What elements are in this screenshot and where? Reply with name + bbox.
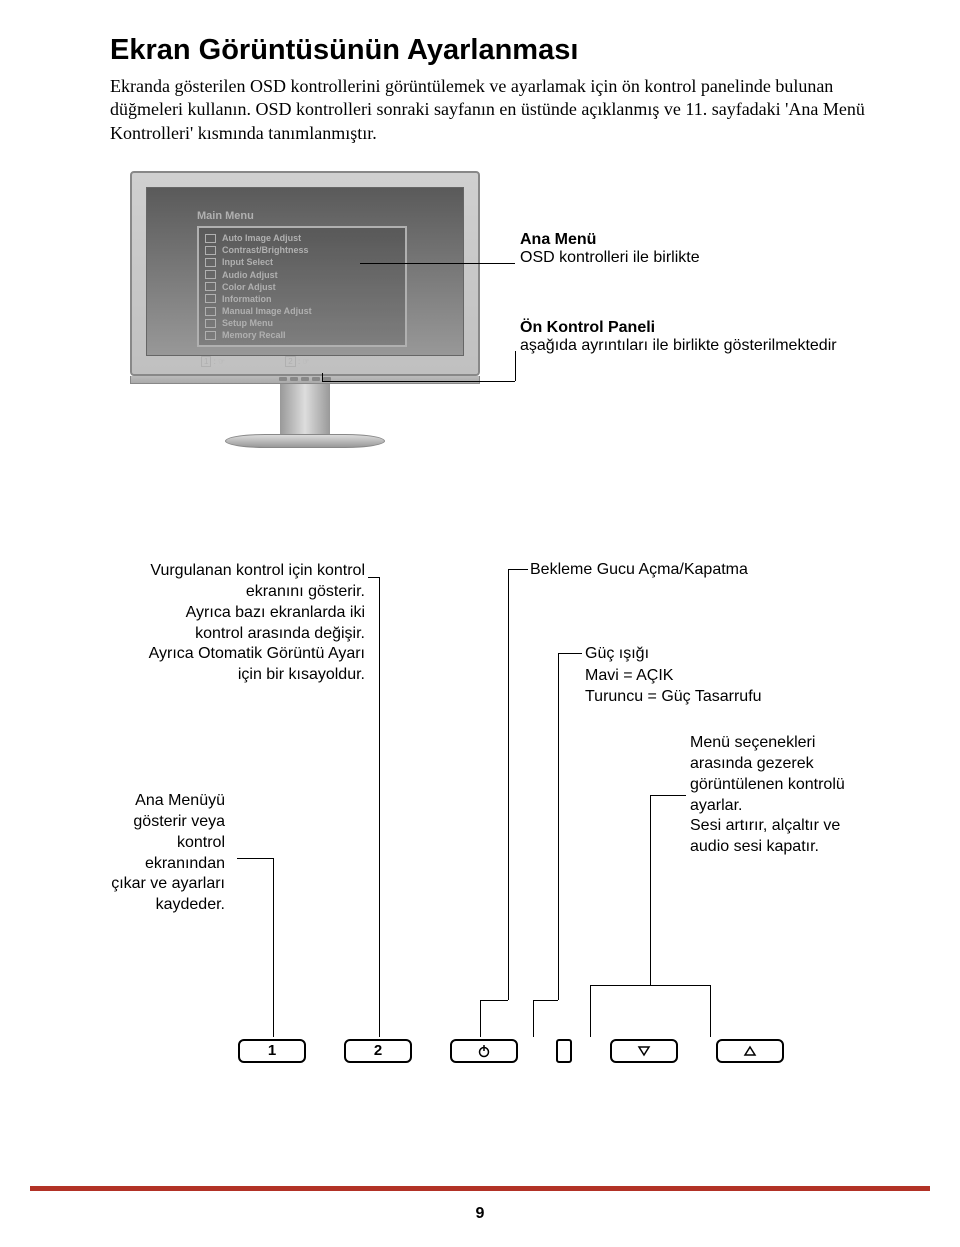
osd-foot-2: 2: [285, 356, 295, 367]
intro-text: Ekranda gösterilen OSD kontrollerini gör…: [110, 75, 870, 145]
front-panel-figure: Vurgulanan kontrol için kontrol ekranını…: [110, 561, 870, 1121]
callout-btn2-p3: Ayrıca Otomatik Görüntü Ayarı için bir k…: [140, 644, 365, 686]
callout-led-l3: Turuncu = Güç Tasarrufu: [585, 686, 762, 708]
panel-led: [556, 1039, 572, 1063]
callout-btn2-p2: Ayrıca bazı ekranlarda iki kontrol arası…: [140, 603, 365, 645]
panel-button-down[interactable]: [610, 1039, 678, 1063]
osd-foot-1: 1: [201, 356, 211, 367]
callout-power-btn: Bekleme Gucu Açma/Kapatma: [530, 561, 748, 579]
osd-item: Input Select: [222, 256, 273, 268]
panel-button-2[interactable]: 2: [344, 1039, 412, 1063]
callout-arrows-p2: Sesi artırır, alçaltır ve audio sesi kap…: [690, 816, 855, 858]
label-main-menu-desc: OSD kontrolleri ile birlikte: [520, 249, 837, 267]
monitor-figure: Main Menu Auto Image Adjust Contrast/Bri…: [110, 171, 870, 451]
callout-led-l1: Güç ışığı: [585, 643, 762, 665]
osd-item: Color Adjust: [222, 281, 276, 293]
osd-item: Information: [222, 293, 272, 305]
panel-button-up[interactable]: [716, 1039, 784, 1063]
label-front-panel-desc: aşağıda ayrıntıları ile birlikte gösteri…: [520, 337, 837, 355]
footer-rule: [30, 1186, 930, 1191]
osd-item: Setup Menu: [222, 317, 273, 329]
page-title: Ekran Görüntüsünün Ayarlanması: [110, 34, 870, 67]
callout-led-l2: Mavi = AÇIK: [585, 665, 762, 687]
osd-item: Audio Adjust: [222, 269, 278, 281]
label-main-menu-title: Ana Menü: [520, 231, 837, 249]
page-number: 9: [0, 1205, 960, 1223]
panel-button-power[interactable]: [450, 1039, 518, 1063]
triangle-up-icon: [743, 1045, 757, 1057]
label-front-panel-title: Ön Kontrol Paneli: [520, 319, 837, 337]
triangle-down-icon: [637, 1045, 651, 1057]
osd-item: Auto Image Adjust: [222, 232, 301, 244]
callout-btn2-p1: Vurgulanan kontrol için kontrol ekranını…: [140, 561, 365, 603]
osd-item: Contrast/Brightness: [222, 244, 309, 256]
callout-arrows-p1: Menü seçenekleri arasında gezerek görünt…: [690, 733, 855, 816]
osd-item: Memory Recall: [222, 329, 286, 341]
callout-btn1: Ana Menüyü gösterir veya kontrol ekranın…: [110, 791, 225, 916]
power-icon: [477, 1044, 491, 1058]
osd-title: Main Menu: [197, 210, 407, 222]
panel-button-1[interactable]: 1: [238, 1039, 306, 1063]
osd-item: Manual Image Adjust: [222, 305, 312, 317]
